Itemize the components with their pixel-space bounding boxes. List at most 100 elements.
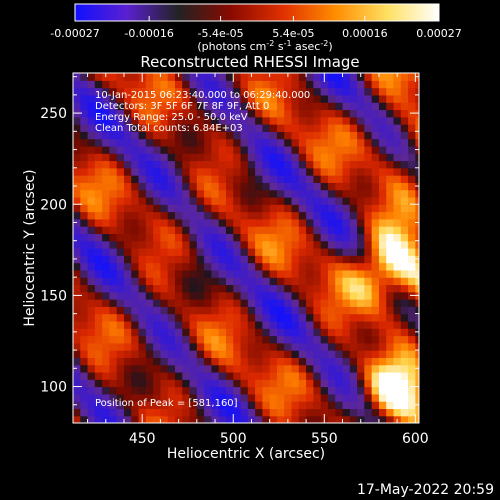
- heatmap-cell: [174, 204, 183, 213]
- heatmap-cell: [349, 102, 358, 111]
- heatmap-cell: [138, 116, 147, 125]
- heatmap-cell: [320, 87, 329, 96]
- heatmap-cell: [160, 291, 169, 300]
- heatmap-cell: [284, 357, 293, 366]
- heatmap-cell: [160, 313, 169, 322]
- heatmap-cell: [160, 233, 169, 242]
- heatmap-cell: [298, 175, 307, 183]
- heatmap-cell: [109, 350, 118, 358]
- heatmap-cell: [189, 299, 198, 307]
- heatmap-cell: [138, 145, 147, 154]
- heatmap-cell: [357, 211, 365, 220]
- heatmap-cell: [131, 124, 140, 132]
- heatmap-cell: [393, 320, 402, 329]
- heatmap-cell: [182, 167, 191, 176]
- heatmap-cell: [233, 313, 242, 322]
- heatmap-cell: [138, 167, 147, 176]
- heatmap-cell: [73, 160, 81, 169]
- heatmap-cell: [123, 226, 132, 235]
- heatmap-cell: [269, 153, 278, 162]
- heatmap-cell: [123, 306, 132, 315]
- heatmap-cell: [247, 145, 256, 154]
- heatmap-cell: [116, 116, 125, 125]
- heatmap-cell: [415, 320, 419, 329]
- heatmap-cell: [240, 145, 249, 154]
- heatmap-cell: [240, 160, 249, 169]
- heatmap-cell: [123, 415, 132, 423]
- heatmap-cell: [131, 291, 140, 300]
- heatmap-cell: [320, 240, 329, 249]
- heatmap-cell: [284, 131, 293, 140]
- heatmap-cell: [291, 328, 300, 337]
- heatmap-cell: [102, 328, 111, 337]
- heatmap-cell: [371, 116, 380, 125]
- heatmap-cell: [182, 153, 191, 162]
- heatmap-cell: [335, 131, 344, 140]
- heatmap-cell: [364, 160, 373, 169]
- heatmap-cell: [415, 269, 419, 278]
- heatmap-cell: [153, 240, 162, 249]
- heatmap-cell: [196, 313, 205, 322]
- heatmap-cell: [320, 196, 329, 205]
- heatmap-cell: [102, 269, 111, 278]
- heatmap-cell: [306, 73, 314, 81]
- heatmap-cell: [320, 160, 329, 169]
- heatmap-cell: [284, 211, 293, 220]
- heatmap-cell: [80, 204, 89, 213]
- heatmap-cell: [211, 218, 220, 227]
- heatmap-cell: [400, 342, 409, 351]
- heatmap-cell: [255, 153, 263, 162]
- heatmap-cell: [378, 240, 387, 249]
- heatmap-cell: [335, 313, 344, 322]
- heatmap-cell: [400, 277, 409, 286]
- heatmap-cell: [386, 182, 395, 191]
- chart-title: Reconstructed RHESSI Image: [140, 53, 359, 71]
- heatmap-cell: [102, 211, 111, 220]
- heatmap-cell: [298, 364, 307, 373]
- heatmap-cell: [160, 328, 169, 337]
- heatmap-cell: [371, 255, 380, 264]
- heatmap-cell: [94, 401, 103, 410]
- heatmap-cell: [102, 284, 111, 293]
- heatmap-cell: [218, 182, 227, 191]
- heatmap-cell: [196, 233, 205, 242]
- heatmap-cell: [138, 80, 147, 89]
- heatmap-cell: [131, 109, 140, 118]
- heatmap-cell: [247, 160, 256, 169]
- heatmap-cell: [109, 342, 118, 351]
- heatmap-cell: [393, 226, 402, 235]
- heatmap-cell: [123, 342, 132, 351]
- heatmap-cell: [196, 226, 205, 235]
- heatmap-cell: [102, 94, 111, 103]
- heatmap-cell: [160, 342, 169, 351]
- heatmap-cell: [262, 204, 271, 213]
- heatmap-cell: [174, 80, 183, 89]
- heatmap-cell: [196, 386, 205, 395]
- heatmap-cell: [262, 255, 271, 264]
- heatmap-cell: [298, 393, 307, 402]
- heatmap-cell: [233, 335, 242, 344]
- heatmap-cell: [313, 299, 322, 307]
- heatmap-cell: [123, 87, 132, 96]
- heatmap-cell: [102, 386, 111, 395]
- heatmap-cell: [342, 255, 351, 264]
- heatmap-cell: [342, 262, 351, 271]
- heatmap-cell: [335, 240, 344, 249]
- heatmap-cell: [160, 102, 169, 111]
- heatmap-cell: [255, 401, 263, 410]
- heatmap-cell: [138, 94, 147, 103]
- heatmap-cell: [386, 218, 395, 227]
- heatmap-cell: [94, 342, 103, 351]
- heatmap-cell: [160, 131, 169, 140]
- heatmap-cell: [284, 364, 293, 373]
- heatmap-cell: [327, 138, 336, 147]
- heatmap-cell: [357, 175, 365, 183]
- heatmap-cell: [342, 167, 351, 176]
- heatmap-cell: [211, 211, 220, 220]
- heatmap-cell: [240, 182, 249, 191]
- heatmap-cell: [262, 102, 271, 111]
- heatmap-cell: [262, 291, 271, 300]
- heatmap-cell: [378, 94, 387, 103]
- heatmap-cell: [131, 408, 140, 417]
- heatmap-cell: [225, 364, 234, 373]
